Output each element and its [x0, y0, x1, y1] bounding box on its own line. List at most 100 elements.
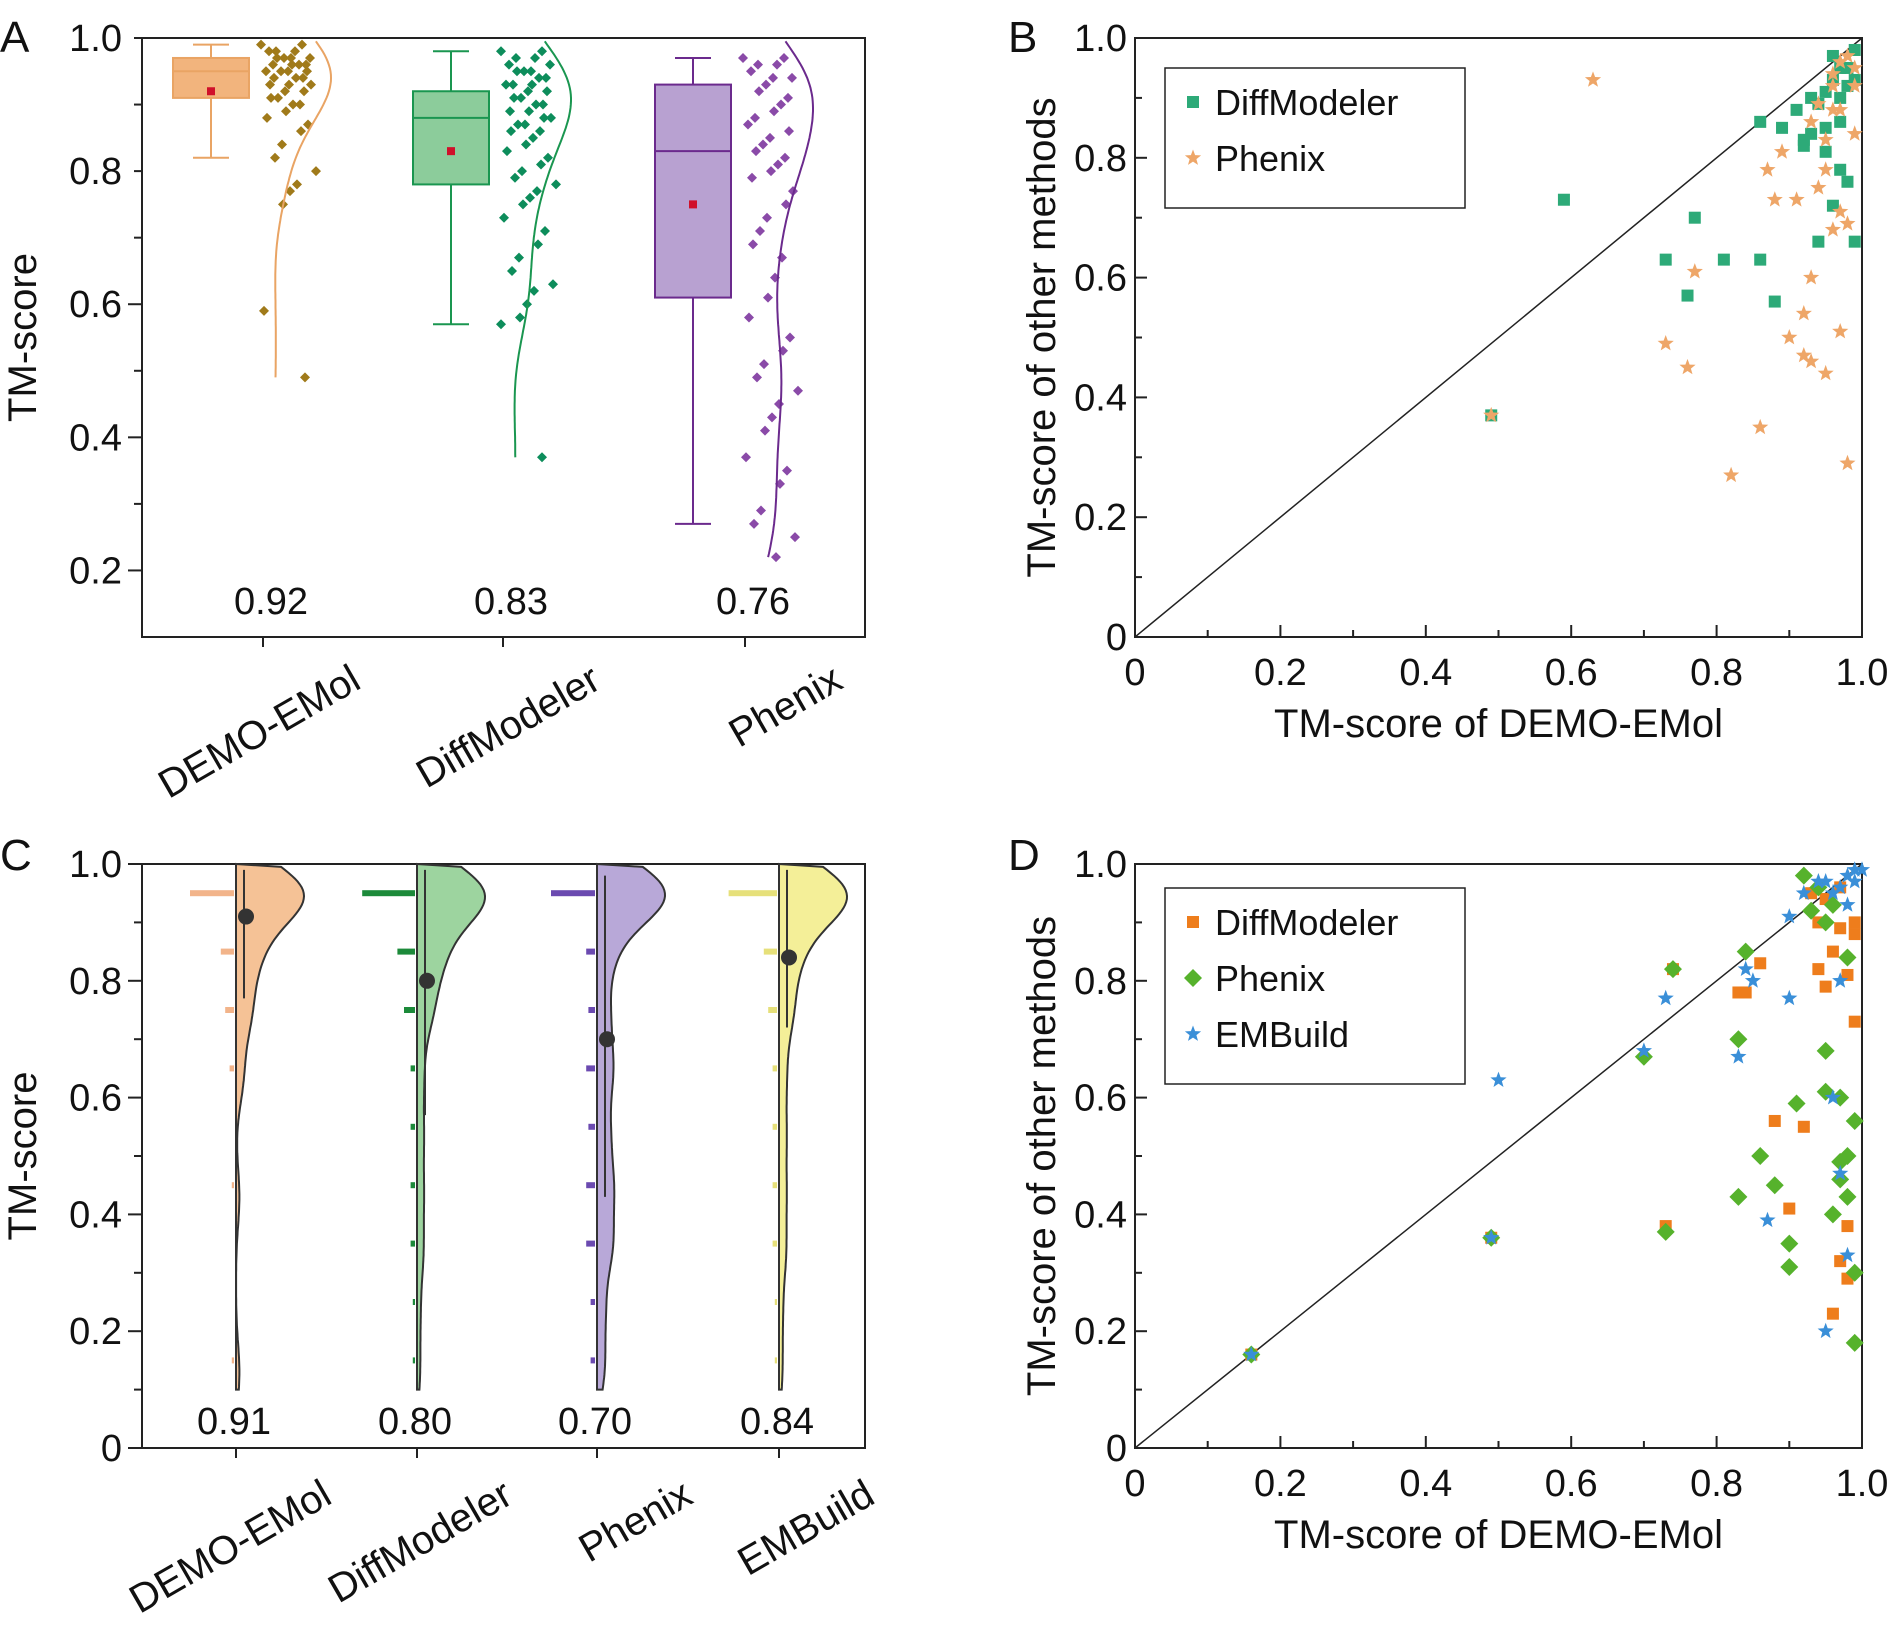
panel-c-histogram-bar: [772, 1065, 777, 1072]
panel-a-data-point: [501, 79, 511, 90]
panel-b-y-tick-label: 0.6: [1074, 258, 1127, 300]
panel-d-data-point: [1810, 873, 1827, 889]
panel-d-data-point: [1831, 1170, 1850, 1189]
panel-b-data-point: [1841, 61, 1854, 74]
panel-a-data-point: [769, 106, 779, 117]
panel-a-data-point: [754, 86, 764, 97]
panel-a-data-point: [780, 152, 790, 163]
panel-d-data-point: [1832, 972, 1849, 988]
panel-d-data-point: [1845, 1333, 1864, 1352]
panel-d-data-point: [1751, 1147, 1770, 1165]
panel-c-histogram-bar: [231, 1357, 234, 1364]
panel-a-data-point: [515, 312, 525, 323]
panel-label-b: B: [1008, 13, 1037, 62]
panel-a-data-point: [518, 199, 528, 210]
panel-d-data-point: [1841, 968, 1854, 981]
panel-d-legend-marker: [1187, 916, 1199, 928]
panel-c-histogram-bar: [772, 1240, 777, 1247]
panel-c-mean-label: 0.70: [558, 1401, 632, 1443]
panel-b-data-point: [1657, 335, 1674, 351]
panel-a-data-point: [535, 126, 545, 137]
panel-b-y-tick-label: 0.4: [1074, 377, 1127, 419]
panel-d-x-tick-label: 0.6: [1545, 1463, 1598, 1505]
panel-a-data-point: [539, 112, 549, 123]
panel-a-data-point: [271, 46, 281, 57]
panel-b-data-point: [1819, 145, 1832, 158]
panel-d-data-point: [1819, 980, 1832, 993]
panel-c-mean-label: 0.80: [378, 1401, 452, 1443]
panel-b-data-point: [1797, 139, 1810, 152]
panel-a-data-point: [256, 39, 266, 50]
panel-d-legend-label: EMBuild: [1215, 1014, 1349, 1055]
panel-b-data-point: [1688, 211, 1701, 224]
panel-a-data-point: [272, 52, 282, 63]
panel-a-mean-label: 0.92: [234, 581, 308, 623]
panel-b-series-diffmodeler: [1485, 43, 1861, 422]
panel-a-data-point: [774, 399, 784, 410]
panel-b-data-point: [1824, 65, 1841, 81]
panel-a-density-curve: [513, 40, 572, 458]
panel-c-histogram-bar: [229, 1065, 234, 1072]
panel-b-data-point: [1832, 53, 1849, 69]
panel-b-data-point: [1773, 143, 1791, 159]
panel-a-data-point: [763, 292, 773, 303]
panel-a-data-point: [772, 59, 782, 70]
panel-c-mean-dot: [238, 908, 254, 925]
panel-b-data-point: [1557, 193, 1570, 206]
panel-b-series-phenix: [1483, 47, 1863, 483]
panel-a-data-point: [300, 372, 310, 383]
panel-c-histogram-bar: [588, 1123, 595, 1130]
panel-a-data-point: [296, 126, 306, 137]
panel-a-data-point: [768, 72, 778, 83]
panel-d-data-point: [1848, 916, 1861, 929]
panel-b-data-point: [1686, 263, 1703, 279]
panel-a-data-point: [756, 505, 766, 516]
panel-a-mean-label: 0.83: [474, 581, 548, 623]
panel-b-x-axis-label: TM-score of DEMO-EMol: [1274, 702, 1723, 746]
panel-d-data-point: [1816, 1041, 1835, 1060]
panel-b-y-tick-label: 1.0: [1074, 18, 1127, 60]
panel-b-diagonal-line: [1134, 37, 1863, 638]
panel-b-data-point: [1805, 127, 1818, 140]
panel-a-axes-frame: [141, 37, 866, 638]
panel-a-data-point: [306, 79, 316, 90]
panel-c-mean-dot: [419, 972, 435, 989]
panel-c-histogram-bar: [590, 1357, 595, 1364]
panel-d-data-point: [1838, 1187, 1857, 1206]
panel-d-data-point: [1744, 972, 1761, 988]
panel-a-y-axis-label: TM-score: [1, 253, 45, 422]
panel-c-y-tick-label: 0.6: [69, 1078, 122, 1120]
panel-d-data-point: [1839, 867, 1856, 883]
panel-a-data-point: [281, 106, 291, 117]
panel-b-data-point: [1839, 215, 1856, 231]
panel-b-legend: DiffModeler Phenix: [1164, 67, 1466, 209]
panel-d-data-point: [1797, 1120, 1810, 1133]
panel-a-data-point: [509, 92, 519, 103]
panel-a-iqr-box: [412, 90, 490, 186]
panel-c-histogram-bar: [588, 1007, 595, 1013]
panel-b-data-point: [1795, 347, 1812, 363]
panel-d-data-point: [1845, 1263, 1864, 1282]
panel-b-x-tick-label: 1.0: [1836, 652, 1889, 694]
panel-c-mean-label: 0.84: [740, 1401, 814, 1443]
panel-d-y-axis-label: TM-score of other methods: [1020, 916, 1064, 1396]
panel-d-data-point: [1812, 963, 1825, 976]
panel-c-violin-shape: [235, 862, 306, 1391]
panel-c-violin-shape: [778, 862, 849, 1391]
panel-a-data-point: [519, 66, 529, 77]
panel-b-data-point: [1776, 121, 1789, 134]
panel-c-histogram-bar: [586, 1065, 595, 1072]
panel-d-data-point: [1765, 1176, 1784, 1195]
panel-c-y-tick-label: 1.0: [69, 844, 122, 886]
panel-d-data-point: [1826, 945, 1839, 958]
panel-a-y-tick-label: 0.8: [69, 151, 122, 193]
panel-c-histogram-bar: [190, 890, 234, 897]
panel-a-data-point: [536, 159, 546, 170]
panel-a-data-point: [532, 186, 542, 197]
panel-a-data-point: [531, 99, 541, 110]
panel-a-mean-label: 0.76: [716, 581, 790, 623]
panel-a-data-point: [291, 72, 301, 83]
panel-d-data-point: [1824, 884, 1841, 901]
panel-a-data-point: [533, 239, 543, 250]
panel-c-histogram-bar: [362, 890, 415, 897]
